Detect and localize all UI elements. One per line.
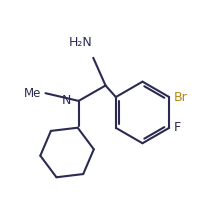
Text: H₂N: H₂N	[69, 36, 93, 49]
Text: Me: Me	[24, 87, 41, 100]
Text: Br: Br	[174, 91, 187, 103]
Text: F: F	[174, 121, 181, 134]
Text: N: N	[62, 94, 71, 107]
